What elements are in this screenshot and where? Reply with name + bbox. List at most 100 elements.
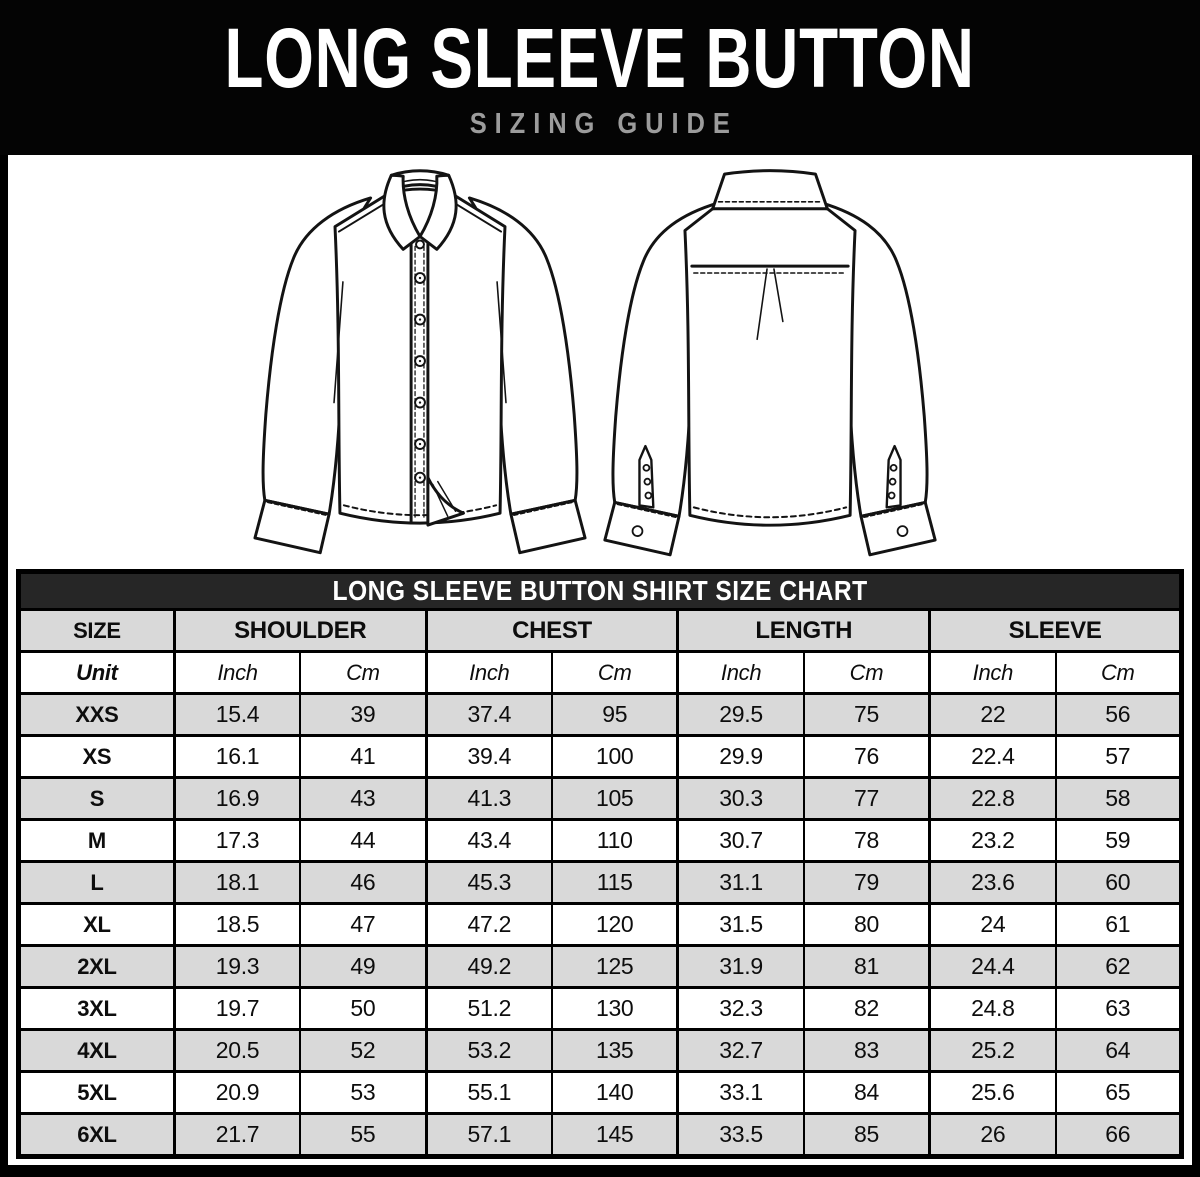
measurement-cell: 46 [299,860,428,905]
measurement-cell: 75 [802,692,931,737]
masthead: LONG SLEEVE BUTTON SIZING GUIDE [0,0,1200,155]
size-row: 2XL 19.3 49 49.2 125 31.9 81 24.4 62 [17,944,1183,989]
measurement-cell: 77 [802,776,931,821]
size-row: 6XL 21.7 55 57.1 145 33.5 85 26 66 [17,1112,1183,1158]
measurement-cell: 57.1 [424,1112,553,1158]
measurement-cell: 135 [551,1028,679,1073]
measurement-cell: 30.7 [676,818,805,863]
size-label: S [17,776,176,821]
size-row: 5XL 20.9 53 55.1 140 33.1 84 25.6 65 [17,1070,1183,1115]
size-row: XL 18.5 47 47.2 120 31.5 80 24 61 [17,902,1183,947]
size-label: 6XL [17,1112,176,1158]
measurement-cell: 60 [1054,860,1183,905]
unit-cell: Inch [928,650,1057,695]
measurement-cell: 33.5 [676,1112,805,1158]
measurement-cell: 25.2 [928,1028,1057,1073]
measurement-cell: 18.1 [172,860,302,905]
measurement-cell: 64 [1054,1028,1183,1073]
measurement-cell: 45.3 [424,860,553,905]
table-title: LONG SLEEVE BUTTON SHIRT SIZE CHART [17,570,1183,611]
unit-cell: Inch [676,650,805,695]
measurement-cell: 49 [299,944,428,989]
size-label: XXS [17,692,176,737]
size-label: 4XL [17,1028,176,1073]
header-sleeve: SLEEVE [928,608,1183,653]
measurement-cell: 78 [802,818,931,863]
measurement-cell: 19.3 [172,944,302,989]
measurement-cell: 25.6 [928,1070,1057,1115]
measurement-cell: 19.7 [172,986,302,1031]
size-row: M 17.3 44 43.4 110 30.7 78 23.2 59 [17,818,1183,863]
measurement-cell: 59 [1054,818,1183,863]
measurement-cell: 63 [1054,986,1183,1031]
shirt-back-illustration-icon [603,169,937,557]
size-row: S 16.9 43 41.3 105 30.3 77 22.8 58 [17,776,1183,821]
header-chest: CHEST [424,608,679,653]
measurement-cell: 41 [299,734,428,779]
page-title: LONG SLEEVE BUTTON [224,11,976,105]
measurement-cell: 22.4 [928,734,1057,779]
measurement-cell: 31.5 [676,902,805,947]
unit-cell: Inch [424,650,553,695]
measurement-cell: 32.3 [676,986,805,1031]
measurement-cell: 18.5 [172,902,302,947]
measurement-cell: 55.1 [424,1070,553,1115]
unit-row: Unit Inch Cm Inch Cm Inch Cm Inch Cm [17,650,1183,695]
size-label: XS [17,734,176,779]
measurement-cell: 76 [802,734,931,779]
measurement-cell: 49.2 [424,944,553,989]
measurement-cell: 29.9 [676,734,805,779]
measurement-cell: 100 [551,734,679,779]
measurement-cell: 53 [299,1070,428,1115]
measurement-cell: 58 [1054,776,1183,821]
measurement-cell: 24.4 [928,944,1057,989]
size-label: 5XL [17,1070,176,1115]
header-size: SIZE [17,608,176,653]
size-row: XS 16.1 41 39.4 100 29.9 76 22.4 57 [17,734,1183,779]
measurement-cell: 120 [551,902,679,947]
measurement-cell: 22.8 [928,776,1057,821]
shirt-illustrations [8,155,1192,569]
measurement-cell: 23.2 [928,818,1057,863]
measurement-cell: 47 [299,902,428,947]
measurement-cell: 44 [299,818,428,863]
measurement-cell: 33.1 [676,1070,805,1115]
measurement-cell: 22 [928,692,1057,737]
size-row: 3XL 19.7 50 51.2 130 32.3 82 24.8 63 [17,986,1183,1031]
measurement-cell: 47.2 [424,902,553,947]
measurement-cell: 56 [1054,692,1183,737]
size-label: 3XL [17,986,176,1031]
measurement-cell: 125 [551,944,679,989]
measurement-cell: 43 [299,776,428,821]
unit-label: Unit [17,650,176,695]
size-table-body: XXS 15.4 39 37.4 95 29.5 75 22 56 XS 16.1 41 39.4 100… [17,692,1183,1158]
measurement-cell: 140 [551,1070,679,1115]
size-label: M [17,818,176,863]
measurement-cell: 145 [551,1112,679,1158]
measurement-cell: 52 [299,1028,428,1073]
unit-cell: Cm [551,650,679,695]
size-label: XL [17,902,176,947]
measurement-cell: 65 [1054,1070,1183,1115]
header-length: LENGTH [676,608,931,653]
measurement-cell: 20.9 [172,1070,302,1115]
shirt-front-illustration-icon [253,169,587,555]
measurement-cell: 23.6 [928,860,1057,905]
measurement-cell: 17.3 [172,818,302,863]
size-label: L [17,860,176,905]
measurement-cell: 24.8 [928,986,1057,1031]
measurement-cell: 31.1 [676,860,805,905]
measurement-cell: 110 [551,818,679,863]
measurement-cell: 26 [928,1112,1057,1158]
measurement-cell: 32.7 [676,1028,805,1073]
measurement-cell: 57 [1054,734,1183,779]
measurement-cell: 39.4 [424,734,553,779]
measurement-cell: 83 [802,1028,931,1073]
size-chart-table: LONG SLEEVE BUTTON SHIRT SIZE CHART SIZE… [16,569,1184,1159]
measurement-cell: 51.2 [424,986,553,1031]
measurement-cell: 62 [1054,944,1183,989]
measurement-cell: 30.3 [676,776,805,821]
measurement-cell: 81 [802,944,931,989]
measurement-cell: 66 [1054,1112,1183,1158]
content-panel: LONG SLEEVE BUTTON SHIRT SIZE CHART SIZE… [8,155,1192,1165]
